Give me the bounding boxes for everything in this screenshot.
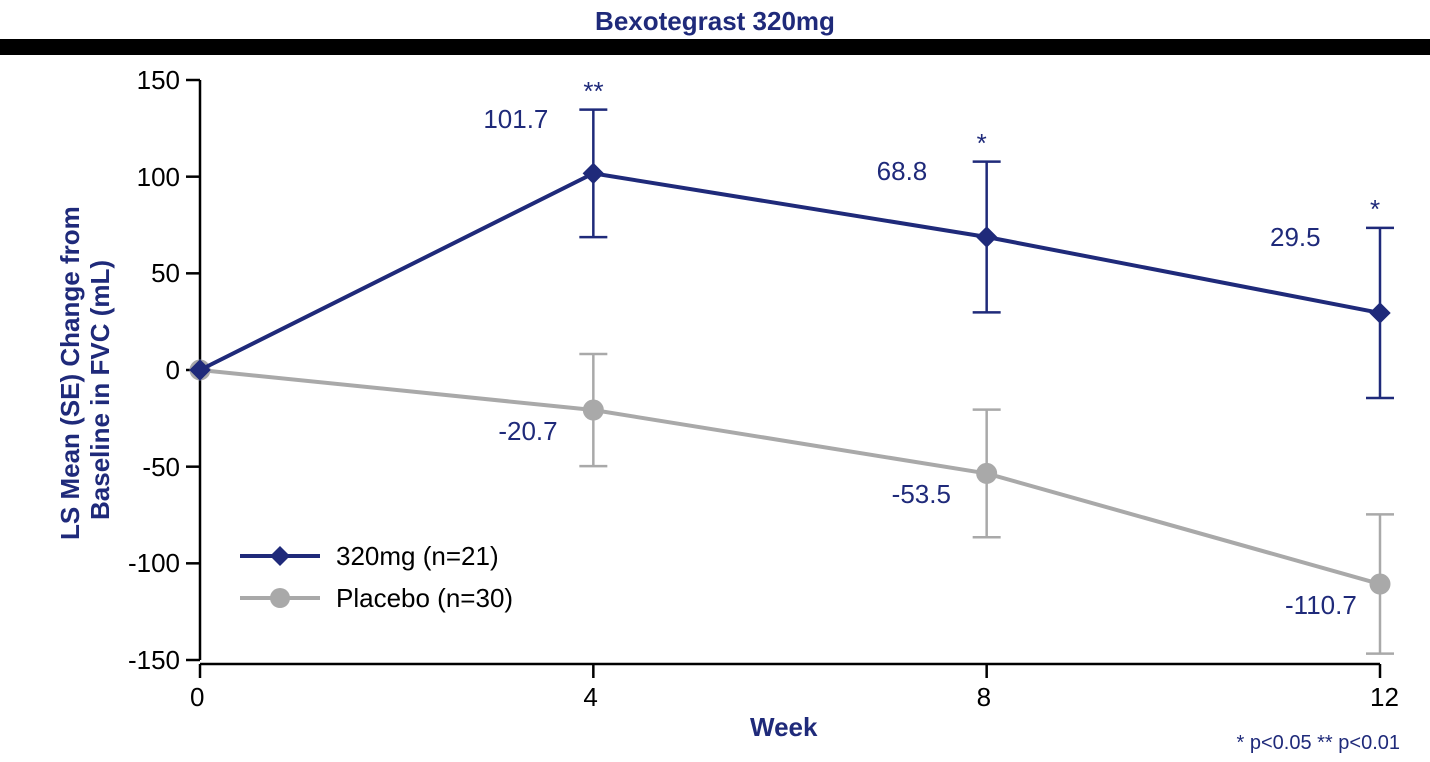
significance-marker: *: [977, 128, 987, 159]
significance-footnote: * p<0.05 ** p<0.01: [1237, 732, 1400, 755]
y-tick-label: 0: [166, 355, 180, 386]
x-tick-label: 12: [1370, 682, 1399, 713]
y-tick-label: -100: [128, 548, 180, 579]
data-point-label: -53.5: [892, 479, 951, 510]
y-tick-label: 150: [137, 65, 180, 96]
data-point-label: -110.7: [1285, 590, 1357, 621]
chart-stage: Bexotegrast 320mg LS Mean (SE) Change fr…: [0, 0, 1430, 762]
chart-svg: [0, 0, 1430, 762]
legend-entry: 320mg (n=21): [336, 541, 499, 572]
data-point-label: -20.7: [498, 416, 557, 447]
x-tick-label: 0: [190, 682, 204, 713]
data-point-label: 101.7: [483, 104, 548, 135]
y-tick-label: -150: [128, 645, 180, 676]
y-tick-label: 50: [151, 258, 180, 289]
x-tick-label: 4: [583, 682, 597, 713]
significance-marker: **: [583, 76, 603, 107]
legend-entry: Placebo (n=30): [336, 583, 513, 614]
x-tick-label: 8: [977, 682, 991, 713]
data-point-label: 68.8: [877, 156, 928, 187]
y-tick-label: -50: [142, 452, 180, 483]
y-tick-label: 100: [137, 162, 180, 193]
significance-marker: *: [1370, 194, 1380, 225]
data-point-label: 29.5: [1270, 222, 1321, 253]
